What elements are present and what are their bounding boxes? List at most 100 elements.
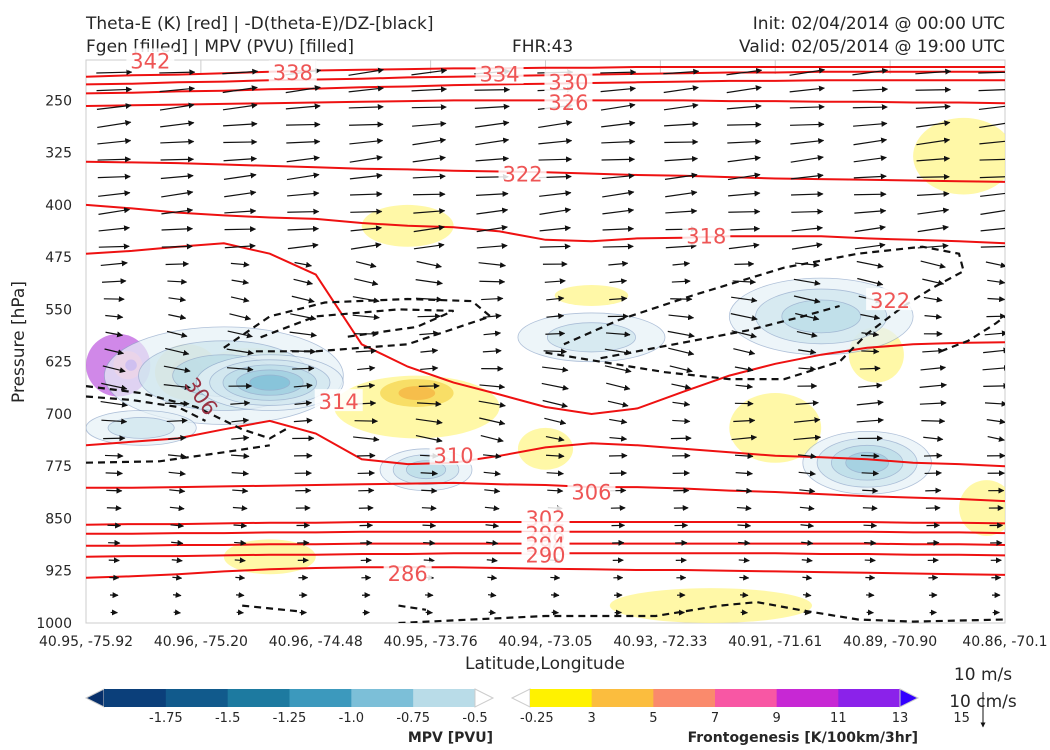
colorbar-segment — [715, 689, 778, 707]
colorbar-segment — [776, 689, 839, 707]
wind-vector — [738, 557, 750, 564]
theta-e-label: 322 — [502, 162, 542, 186]
y-tick-label: 250 — [45, 93, 72, 109]
wind-vector — [235, 574, 246, 581]
colorbar-title: MPV [PVU] — [408, 730, 493, 746]
wind-vector — [790, 121, 825, 128]
wind-vector — [484, 505, 500, 512]
wind-vector — [730, 313, 758, 322]
y-tick-label: 775 — [45, 459, 72, 475]
fgen-blob — [223, 539, 316, 575]
wind-vector — [486, 539, 499, 546]
wind-vector — [916, 137, 951, 146]
wind-vector — [104, 452, 124, 459]
wind-vector — [102, 365, 126, 374]
wind-vector — [96, 103, 132, 110]
wind-vector — [600, 102, 636, 111]
wind-vector — [539, 190, 572, 197]
wind-vector — [922, 278, 945, 286]
wind-vector — [357, 382, 376, 389]
wind-vector — [601, 138, 636, 145]
mpv-blob — [546, 322, 636, 353]
contour-label-bg — [521, 542, 570, 565]
y-axis: 250 325 400 475 550 625 700 775 850 925 1000 — [36, 93, 72, 632]
contour-label-bg — [498, 161, 547, 184]
wind-vector — [294, 261, 313, 268]
wind-vector — [734, 453, 754, 459]
wind-vector — [793, 278, 821, 286]
wind-vector — [604, 348, 632, 356]
wind-vector — [416, 400, 442, 407]
wind-vector — [861, 470, 879, 477]
wind-vector — [96, 69, 133, 76]
dthetae-dz-contour — [940, 315, 1005, 353]
title-line-1: Theta-E (K) [red] | -D(theta-E)/DZ-[blac… — [86, 14, 434, 34]
wind-vector — [670, 435, 692, 442]
wind-vector — [923, 452, 943, 459]
colorbar-tick-label: -1.0 — [339, 711, 364, 726]
wind-vector — [421, 487, 438, 494]
wind-vector — [163, 383, 191, 390]
wind-vector — [545, 435, 565, 443]
fgen-core — [398, 386, 436, 401]
dthetae-dz-contour — [398, 600, 1005, 623]
wind-vector — [917, 242, 949, 249]
contour-label-bg — [475, 61, 524, 84]
wind-vector — [161, 243, 193, 250]
wind-vector — [412, 173, 446, 180]
wind-vector — [232, 487, 249, 494]
wind-vector — [602, 207, 635, 215]
colorbar-segment — [227, 689, 290, 707]
contour-label-bg — [268, 60, 317, 83]
wind-vector — [853, 155, 887, 163]
x-tick-label: 40.93, -72.33 — [613, 634, 707, 650]
wind-vector — [979, 158, 1005, 161]
wind-vector — [480, 434, 504, 443]
wind-vector — [798, 365, 817, 372]
wind-vector — [668, 347, 695, 356]
x-tick-label: 40.89, -70.90 — [843, 634, 937, 650]
wind-vector — [860, 452, 880, 459]
wind-vector — [167, 453, 187, 460]
wind-vector — [797, 453, 817, 460]
wind-vector — [853, 120, 888, 127]
colorbar-segment — [104, 689, 167, 707]
wind-vector — [728, 190, 761, 197]
wind-vector — [487, 591, 497, 598]
wind-vector — [234, 557, 246, 564]
wind-vector — [671, 278, 691, 285]
wind-vector — [173, 609, 181, 616]
wind-vector — [101, 418, 128, 425]
wind-vector — [664, 139, 699, 146]
colorbar-segment — [838, 689, 901, 707]
wind-vector — [166, 330, 188, 338]
wind-vector — [795, 312, 820, 321]
wind-vector — [858, 382, 883, 389]
wind-vector — [798, 470, 816, 477]
x-tick-label: 40.91, -71.61 — [728, 634, 822, 650]
fgen-blob — [913, 117, 1005, 195]
contour-label-bg — [544, 90, 593, 113]
wind-vector — [285, 103, 321, 110]
wind-vector — [294, 400, 313, 407]
colorbar-extend-right — [899, 688, 920, 708]
wind-vector — [101, 278, 127, 285]
wind-vector — [159, 102, 195, 111]
wind-vector — [861, 331, 880, 338]
contour-label-bg — [567, 479, 616, 502]
mpv-colorbar: -1.75 -1.5 -1.25 -1.0 -0.75 -0.5 -0.25 MPV [PVU… — [84, 688, 554, 746]
theta-e-label: 326 — [548, 91, 588, 115]
wind-vector — [164, 400, 190, 407]
y-tick-label: 475 — [45, 250, 72, 266]
wind-vector — [859, 365, 881, 372]
colorbar-title: Frontogenesis [K/100km/3hr] — [688, 730, 918, 746]
wind-vector — [479, 417, 506, 426]
wind-vector — [169, 505, 185, 512]
wind-vector — [349, 138, 384, 145]
wind-vector — [483, 470, 501, 477]
wind-vector — [224, 189, 257, 198]
wind-vector — [485, 522, 500, 529]
x-tick-label: 40.96, -74.48 — [269, 634, 363, 650]
wind-vector — [544, 278, 566, 285]
wind-vector — [798, 348, 817, 355]
